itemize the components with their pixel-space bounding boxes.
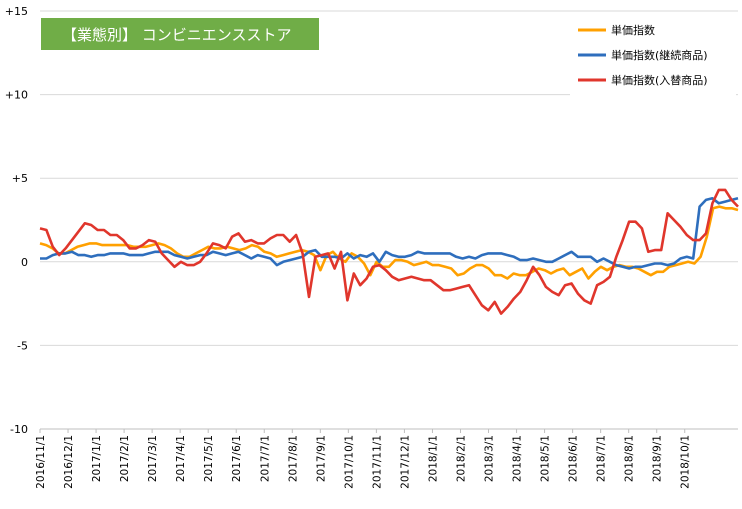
x-axis-ticks: 2016/11/1 2016/12/1 2017/1/1 2017/2/1 2017/3… <box>35 429 692 489</box>
x-tick-label: 2017/6/1 <box>231 435 243 482</box>
x-tick-label: 2017/9/1 <box>315 435 327 482</box>
legend-label: 単価指数(継続商品) <box>611 48 708 62</box>
y-tick-label: -5 <box>17 339 28 352</box>
y-axis-ticks: +15 +10 +5 0 -5 -10 <box>5 5 28 436</box>
chart-title: 【業態別】 コンビニエンスストア <box>62 26 291 44</box>
y-tick-label: +5 <box>12 172 28 185</box>
x-tick-label: 2018/6/1 <box>568 435 580 482</box>
y-tick-label: +10 <box>5 89 28 102</box>
x-tick-label: 2018/1/1 <box>427 435 439 482</box>
x-tick-label: 2018/2/1 <box>455 435 467 482</box>
x-tick-label: 2018/10/1 <box>680 435 692 489</box>
y-tick-label: +15 <box>5 5 28 18</box>
x-tick-label: 2017/2/1 <box>119 435 131 482</box>
x-tick-label: 2017/4/1 <box>175 435 187 482</box>
x-tick-label: 2017/7/1 <box>259 435 271 482</box>
x-tick-label: 2018/7/1 <box>596 435 608 482</box>
gridlines <box>40 10 738 430</box>
y-tick-label: -10 <box>10 423 28 436</box>
x-tick-label: 2017/11/1 <box>371 435 383 489</box>
chart-title-box: 【業態別】 コンビニエンスストア <box>41 18 319 50</box>
x-tick-label: 2018/8/1 <box>624 435 636 482</box>
x-tick-label: 2017/5/1 <box>203 435 215 482</box>
x-tick-label: 2017/3/1 <box>147 435 159 482</box>
x-tick-label: 2018/3/1 <box>484 435 496 482</box>
x-tick-label: 2016/12/1 <box>63 435 75 489</box>
legend-label: 単価指数(入替商品) <box>611 73 708 87</box>
x-tick-label: 2016/11/1 <box>35 435 47 489</box>
y-tick-label: 0 <box>21 256 28 269</box>
legend-label: 単価指数 <box>611 23 655 37</box>
x-tick-label: 2017/12/1 <box>399 435 411 489</box>
x-tick-label: 2017/1/1 <box>91 435 103 482</box>
x-tick-label: 2018/4/1 <box>512 435 524 482</box>
title-background <box>41 18 319 50</box>
series-line-3 <box>39 188 739 315</box>
x-tick-label: 2018/5/1 <box>540 435 552 482</box>
x-tick-label: 2018/9/1 <box>652 435 664 482</box>
x-tick-label: 2017/8/1 <box>287 435 299 482</box>
series-line-2 <box>40 197 739 270</box>
x-tick-label: 2017/10/1 <box>343 435 355 489</box>
series-lines <box>39 188 739 315</box>
